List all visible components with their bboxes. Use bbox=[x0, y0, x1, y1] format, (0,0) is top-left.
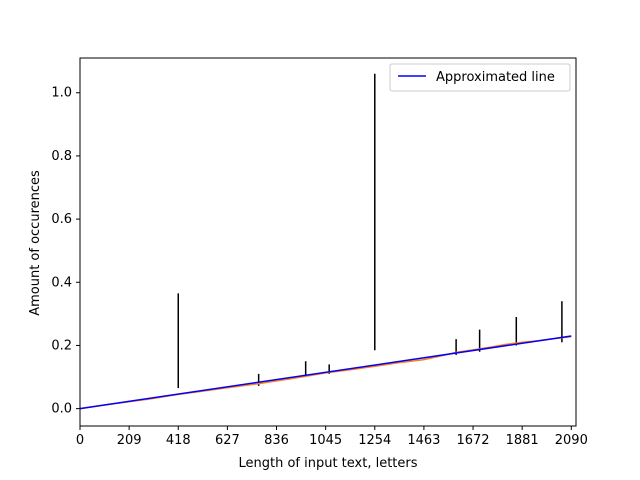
legend: Approximated line bbox=[389, 63, 571, 92]
y-tick-label: 0.6 bbox=[51, 212, 72, 227]
y-tick-label: 0.0 bbox=[51, 402, 72, 417]
y-axis-label: Amount of occurences bbox=[28, 170, 43, 316]
axes: 0 209 418 627 836 1045 1254 1463 1672 1881 2090 0.0… bbox=[51, 57, 588, 448]
x-tick-label: 1672 bbox=[456, 433, 489, 448]
x-tick-label: 627 bbox=[215, 433, 240, 448]
x-tick-label: 2090 bbox=[555, 433, 588, 448]
x-tick-label: 1254 bbox=[358, 433, 391, 448]
series-approximated-line bbox=[79, 335, 572, 410]
x-tick-label: 1045 bbox=[309, 433, 342, 448]
y-tick-label: 0.4 bbox=[51, 275, 72, 290]
x-tick-label: 418 bbox=[166, 433, 191, 448]
x-tick-label: 836 bbox=[264, 433, 289, 448]
legend-box bbox=[389, 63, 571, 92]
plot-area bbox=[79, 73, 572, 410]
x-tick-label: 0 bbox=[76, 433, 84, 448]
x-axis-label: Length of input text, letters bbox=[238, 456, 417, 471]
x-tick-label: 1463 bbox=[407, 433, 440, 448]
axes-frame bbox=[79, 57, 577, 427]
legend-label: Approximated line bbox=[436, 70, 555, 85]
y-tick-label: 0.2 bbox=[51, 338, 72, 353]
y-tick-label: 0.8 bbox=[51, 149, 72, 164]
x-tick-label: 209 bbox=[117, 433, 142, 448]
x-tick-label: 1881 bbox=[506, 433, 539, 448]
y-tick-label: 1.0 bbox=[51, 86, 72, 101]
